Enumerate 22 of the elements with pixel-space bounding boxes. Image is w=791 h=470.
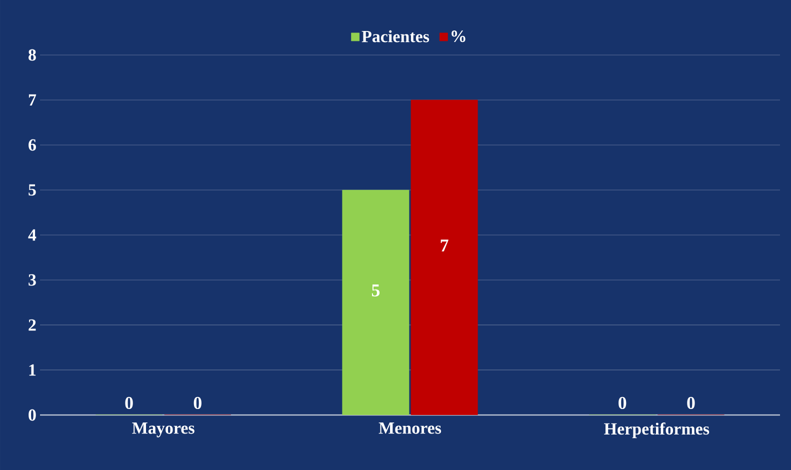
bar	[410, 100, 478, 415]
data-label: 0	[618, 396, 626, 410]
y-tick-label: 1	[29, 364, 36, 376]
y-tick-label: 8	[28, 49, 36, 61]
y-tick-label: 3	[28, 274, 36, 286]
y-tick-label: 2	[28, 319, 36, 331]
legend-label: Pacientes	[362, 30, 430, 42]
data-label: 7	[440, 240, 448, 252]
data-label: 0	[125, 396, 133, 410]
x-tick-label: Mayores	[132, 422, 194, 438]
y-tick-label: 6	[28, 139, 36, 151]
x-tick-label: Herpetiformes	[604, 422, 710, 438]
x-tick-label: Menores	[378, 422, 442, 434]
bar	[342, 190, 410, 415]
data-label: 0	[687, 396, 695, 410]
y-tick-label: 4	[28, 229, 36, 241]
y-tick-label: 0	[28, 409, 36, 421]
y-tick-label: 7	[28, 94, 36, 106]
legend-label: %	[452, 30, 466, 42]
y-tick-label: 5	[28, 184, 36, 196]
data-label: 5	[372, 284, 380, 296]
data-label: 0	[194, 396, 202, 410]
